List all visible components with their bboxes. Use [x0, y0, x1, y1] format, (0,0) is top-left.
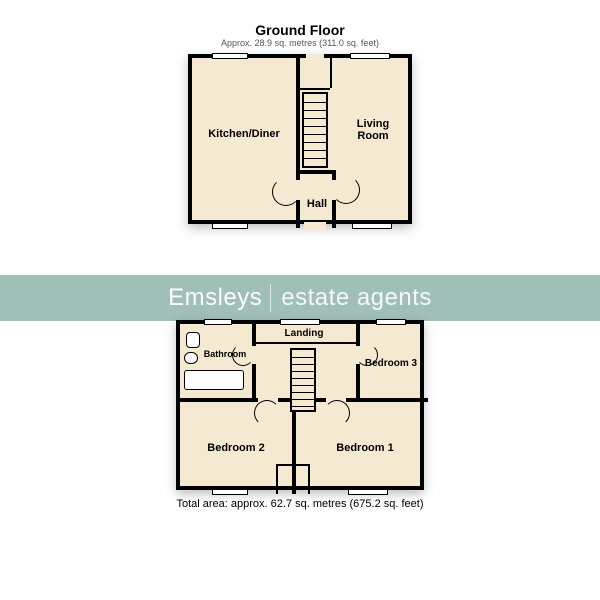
toilet — [186, 332, 200, 348]
first-floor-section: First Floor Approx. 33.8 sq. metres (364… — [0, 224, 600, 510]
door — [306, 54, 324, 62]
watermark-tag: estate agents — [270, 284, 432, 312]
bed2-label: Bedroom 2 — [194, 442, 278, 454]
kitchen-label: Kitchen/Diner — [202, 128, 286, 140]
window — [212, 489, 248, 495]
wall — [296, 170, 336, 174]
window — [376, 319, 406, 325]
stairs — [302, 92, 328, 168]
bathtub — [184, 370, 244, 390]
door-arc — [254, 400, 280, 426]
living-label: LivingRoom — [338, 118, 408, 142]
watermark-brand: Emsleys — [168, 284, 262, 312]
wall — [330, 58, 332, 88]
wall — [300, 88, 330, 90]
door-arc — [324, 400, 350, 426]
wall — [308, 464, 310, 494]
sink — [184, 352, 198, 364]
ground-floor-section: Ground Floor Approx. 28.9 sq. metres (31… — [0, 0, 600, 224]
bed1-label: Bedroom 1 — [318, 442, 412, 454]
ground-plan: Kitchen/Diner LivingRoom Hall — [188, 54, 412, 224]
first-plan: Landing Bathroom Bedroom 3 Bedroom 2 Bed… — [176, 320, 424, 490]
watermark-band: Emsleys estate agents — [0, 275, 600, 321]
wall — [276, 464, 310, 466]
window — [212, 223, 248, 229]
window — [280, 319, 320, 325]
ground-subtitle: Approx. 28.9 sq. metres (311.0 sq. feet) — [0, 38, 600, 48]
bathroom-label: Bathroom — [200, 350, 250, 360]
total-area: Total area: approx. 62.7 sq. metres (675… — [0, 498, 600, 510]
window — [352, 223, 392, 229]
wall — [292, 398, 296, 494]
window — [350, 53, 390, 59]
ground-title: Ground Floor — [0, 22, 600, 38]
stairs — [290, 348, 316, 412]
window — [348, 489, 388, 495]
landing-label: Landing — [274, 328, 334, 339]
door — [304, 222, 326, 230]
hall-label: Hall — [300, 198, 334, 210]
wall — [276, 464, 278, 494]
window — [212, 53, 248, 59]
window — [204, 319, 232, 325]
wall — [252, 342, 356, 344]
door-arc — [332, 176, 360, 204]
bed3-label: Bedroom 3 — [358, 358, 424, 369]
door-arc — [272, 178, 300, 206]
